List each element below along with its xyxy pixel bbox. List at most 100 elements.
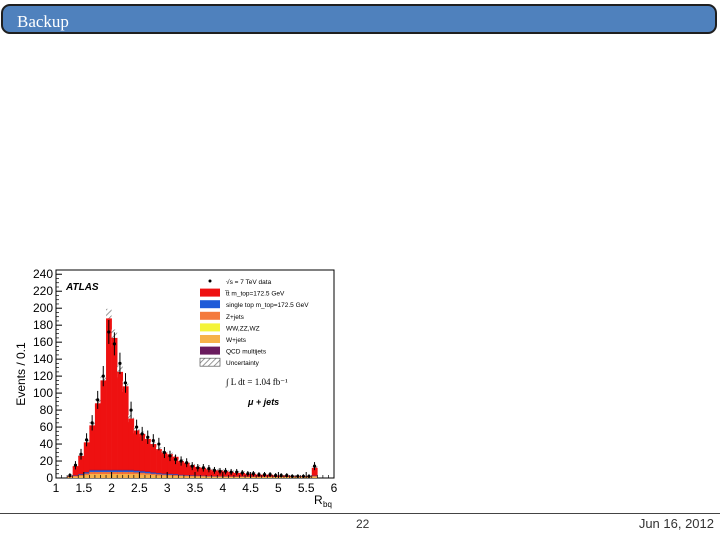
data-point: [285, 473, 289, 478]
histogram-bar: [72, 466, 79, 478]
y-tick-label: 60: [40, 420, 54, 434]
background-bar: [78, 474, 85, 475]
background-bar: [117, 472, 124, 474]
background-bar: [106, 473, 112, 478]
x-tick-label: 5: [275, 481, 282, 495]
background-bar: [267, 476, 274, 478]
background-bar: [122, 469, 129, 471]
histogram-bar: [222, 471, 229, 478]
background-bar: [183, 476, 190, 478]
background-bar: [161, 473, 168, 475]
background-bar: [106, 472, 112, 474]
background-bar: [195, 476, 201, 478]
legend-swatch: [200, 311, 220, 320]
histogram-bar: [167, 454, 174, 478]
background-bar: [106, 470, 112, 473]
y-tick-label: 0: [46, 471, 53, 485]
background-bar: [211, 476, 218, 478]
uncertainty-band: [106, 308, 112, 328]
histogram-bar: [117, 371, 124, 478]
background-bar: [172, 475, 179, 478]
y-tick-label: 120: [33, 369, 53, 383]
histogram-bar: [195, 466, 201, 478]
data-point: [301, 474, 306, 478]
histogram-bar: [144, 438, 151, 478]
background-bar: [178, 474, 185, 476]
background-bar: [117, 473, 124, 478]
y-tick-label: 140: [33, 352, 53, 366]
background-bar: [111, 470, 118, 473]
background-bar: [172, 474, 179, 476]
legend-swatch: [199, 357, 221, 367]
background-bar: [128, 473, 135, 478]
y-tick-label: 180: [33, 318, 53, 332]
data-point: [107, 330, 111, 334]
background-bar: [161, 474, 168, 476]
data-point: [79, 452, 83, 456]
background-bar: [72, 476, 79, 478]
data-point: [168, 454, 172, 458]
histogram-bar: [206, 469, 212, 478]
background-bar: [94, 473, 101, 478]
legend-label: QCD multijets: [226, 349, 267, 356]
histogram-bar: [122, 386, 129, 478]
histogram-bar: [78, 455, 85, 478]
x-tick-label: 5.5: [298, 481, 315, 495]
background-bar: [122, 473, 129, 478]
x-tick-label: 4.5: [242, 481, 259, 495]
background-bar: [144, 471, 151, 474]
histogram-bar: [100, 380, 107, 478]
data-point: [312, 464, 317, 468]
data-point: [157, 442, 161, 446]
x-tick-label: 1.5: [75, 481, 92, 495]
background-bar: [217, 476, 224, 478]
background-bar: [111, 473, 118, 478]
histogram-figure: 0 20 40 60 80 100 120 140 160 180 200 220 240 1 1.5 2 2.…: [12, 262, 352, 510]
slide-page-number: 22: [356, 517, 370, 531]
histogram-bar: [94, 403, 101, 478]
background-bar: [94, 469, 101, 471]
histogram-bar: [233, 472, 240, 478]
background-bar: [100, 473, 107, 478]
background-bar: [122, 470, 129, 473]
histogram-bar: [139, 433, 146, 478]
data-point: [123, 381, 128, 385]
background-bar: [233, 476, 240, 478]
legend-swatch: [200, 323, 220, 332]
background-bar: [183, 475, 190, 477]
background-bar: [222, 476, 229, 478]
background-bar: [83, 474, 90, 478]
histogram-bar: [311, 467, 318, 478]
histogram-svg: 0 20 40 60 80 100 120 140 160 180 200 220 240 1 1.5 2 2.…: [14, 267, 338, 509]
background-bar: [311, 476, 318, 478]
legend-marker-data: [208, 279, 212, 283]
x-tick-label: 1: [53, 481, 60, 495]
background-bar: [189, 476, 196, 478]
background-bar: [178, 475, 185, 477]
histogram-bar: [111, 337, 118, 478]
background-bar: [78, 475, 85, 478]
background-bar: [122, 472, 129, 474]
background-bar: [89, 470, 96, 473]
uncertainty-band: [128, 415, 134, 423]
data-point: [129, 408, 133, 412]
background-bar: [156, 473, 162, 475]
x-tick-label: 3.5: [187, 481, 204, 495]
data-point: [146, 435, 150, 439]
background-bar: [245, 476, 251, 478]
background-bar: [161, 475, 168, 478]
y-axis-label: Events / 0.1: [14, 342, 28, 406]
background-bar: [167, 474, 174, 476]
background-bar: [156, 475, 162, 478]
background-bar: [200, 476, 207, 478]
histogram-bar: [133, 430, 140, 478]
data-point: [246, 472, 250, 476]
histogram-bar: [211, 470, 218, 478]
data-point: [290, 474, 294, 478]
background-bar: [94, 472, 101, 474]
data-point: [279, 473, 283, 478]
background-bar: [133, 470, 140, 473]
slide-date: Jun 16, 2012: [638, 516, 714, 531]
data-point: [218, 469, 222, 473]
data-point: [251, 472, 255, 476]
